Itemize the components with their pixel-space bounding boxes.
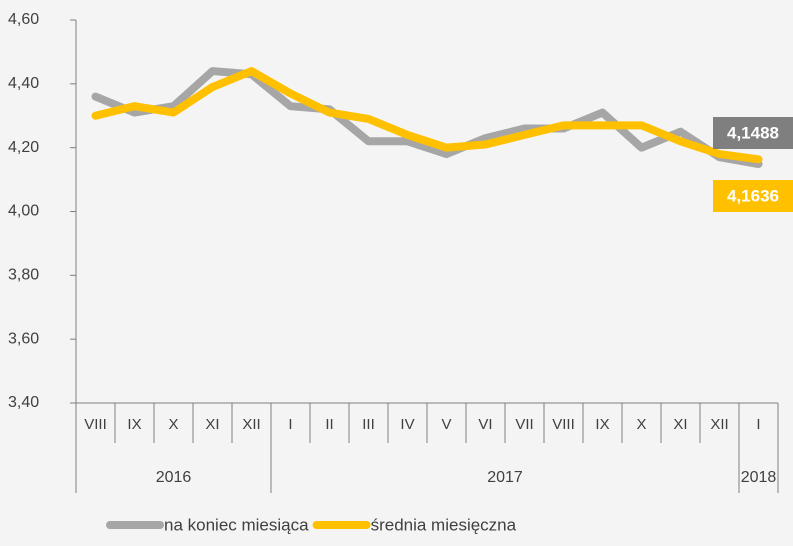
x-tick-label: I — [288, 416, 292, 433]
x-tick-label: VIII — [84, 416, 107, 433]
chart: 3,403,603,804,004,204,404,60VIIIIXXXIXII… — [0, 0, 793, 546]
y-tick-label: 3,40 — [8, 394, 39, 411]
y-tick-label: 3,60 — [8, 330, 39, 347]
x-tick-label: III — [362, 416, 375, 433]
x-tick-label: II — [325, 416, 333, 433]
x-tick-label: XI — [673, 416, 687, 433]
y-tick-label: 4,40 — [8, 75, 39, 92]
group-label: 2016 — [156, 469, 192, 486]
x-tick-label: VI — [478, 416, 492, 433]
group-label: 2017 — [487, 469, 523, 486]
y-tick-label: 4,20 — [8, 139, 39, 156]
x-tick-label: XII — [710, 416, 728, 433]
x-tick-label: IV — [400, 416, 414, 433]
legend-label: średnia miesięczna — [371, 515, 517, 534]
x-tick-label: V — [441, 416, 451, 433]
series-line — [96, 71, 759, 164]
legend-label: na koniec miesiąca — [164, 515, 309, 534]
x-tick-label: VIII — [552, 416, 575, 433]
x-tick-label: IX — [595, 416, 609, 433]
x-tick-label: VII — [515, 416, 533, 433]
x-tick-label: XII — [242, 416, 260, 433]
y-tick-label: 4,00 — [8, 203, 39, 220]
x-tick-label: XI — [205, 416, 219, 433]
group-label: 2018 — [741, 469, 777, 486]
x-tick-label: X — [168, 416, 178, 433]
value-label: 4,1488 — [727, 123, 779, 142]
x-tick-label: I — [756, 416, 760, 433]
x-tick-label: IX — [127, 416, 141, 433]
y-tick-label: 3,80 — [8, 267, 39, 284]
value-label: 4,1636 — [727, 186, 779, 205]
x-tick-label: X — [636, 416, 646, 433]
y-tick-label: 4,60 — [8, 11, 39, 28]
